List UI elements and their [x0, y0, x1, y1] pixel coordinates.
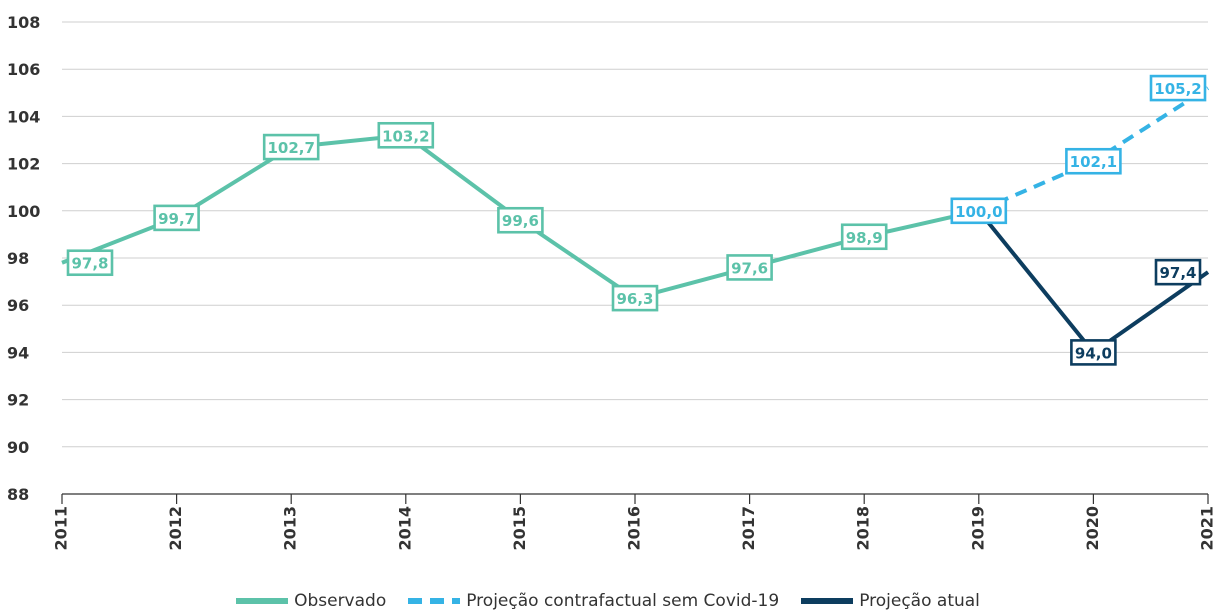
- data-label-0-3: 103,2: [377, 121, 435, 149]
- data-label-0-1: 99,7: [153, 204, 200, 232]
- data-label-box: [840, 223, 888, 251]
- line-chart: 88 90 92 94 96 98 100 102 104 106 108 2011 2012 2013…: [7, 13, 1216, 551]
- data-label-0-5: 96,3: [611, 284, 659, 312]
- series-lines: [61, 86, 1210, 355]
- x-axis: 2011 2012 2013 2014 2015 2016 2017 2018 2019 2020…: [52, 493, 1216, 551]
- data-label-2-2: 97,4: [1154, 258, 1202, 286]
- data-label-0-6: 97,6: [726, 254, 773, 281]
- data-label-1-2: 105,2: [1149, 74, 1207, 102]
- x-tick-label-2011: 2011: [52, 506, 71, 551]
- data-label-1-1: 102,1: [1065, 147, 1122, 175]
- y-tick-label-106: 106: [7, 60, 40, 79]
- data-label-box: [1149, 74, 1207, 102]
- data-label-box: [726, 254, 773, 281]
- legend-label-projecao-atual: Projeção atual: [859, 591, 980, 611]
- x-tick-label-2019: 2019: [968, 506, 987, 551]
- legend-item-contrafactual: Projeção contrafactual sem Covid-19: [408, 591, 779, 611]
- y-tick-label-88: 88: [7, 485, 29, 504]
- data-label-text: 99,6: [502, 212, 539, 230]
- x-tick-label-2013: 2013: [281, 506, 300, 551]
- data-label-box: [1065, 147, 1122, 175]
- x-tick-label-2016: 2016: [625, 506, 644, 551]
- data-label-2-1: 94,0: [1070, 339, 1117, 366]
- legend: Observado Projeção contrafactual sem Cov…: [0, 590, 1216, 612]
- legend-swatch-contrafactual: [408, 598, 461, 604]
- x-tick-label-2021: 2021: [1198, 506, 1216, 551]
- legend-swatch-projecao-atual: [801, 598, 854, 604]
- y-tick-label-108: 108: [7, 13, 40, 32]
- data-label-box: [1154, 258, 1202, 286]
- x-tick-label-2017: 2017: [739, 506, 758, 551]
- gridlines: [62, 21, 1208, 448]
- x-tick-label-2018: 2018: [854, 506, 873, 551]
- data-label-text: 105,2: [1154, 80, 1201, 98]
- y-tick-label-90: 90: [7, 438, 29, 457]
- y-tick-label-104: 104: [7, 107, 40, 126]
- data-label-box: [66, 249, 114, 277]
- x-tick-label-2014: 2014: [395, 506, 414, 551]
- data-label-box: [950, 197, 1008, 225]
- legend-item-projecao-atual: Projeção atual: [801, 591, 980, 611]
- data-label-text: 97,6: [731, 259, 768, 277]
- x-tick-label-2012: 2012: [166, 506, 185, 551]
- data-label-text: 102,7: [267, 139, 314, 157]
- data-label-text: 99,7: [158, 210, 195, 228]
- data-label-0-0: 97,8: [66, 249, 114, 277]
- data-label-box: [497, 206, 544, 234]
- data-label-box: [262, 133, 320, 161]
- data-label-text: 103,2: [382, 127, 429, 145]
- x-tick-label-2020: 2020: [1083, 506, 1102, 551]
- data-label-box: [611, 284, 659, 312]
- data-label-0-4: 99,6: [497, 206, 544, 234]
- legend-label-contrafactual: Projeção contrafactual sem Covid-19: [466, 591, 780, 611]
- data-label-box: [377, 121, 435, 149]
- data-label-text: 94,0: [1075, 344, 1112, 362]
- data-label-1-0: 100,0: [950, 197, 1008, 225]
- legend-label-observado: Observado: [294, 591, 387, 611]
- data-label-text: 96,3: [616, 290, 653, 308]
- y-tick-label-100: 100: [7, 202, 40, 221]
- data-label-text: 98,9: [846, 229, 883, 247]
- data-label-0-7: 98,9: [840, 223, 888, 251]
- y-tick-label-98: 98: [7, 249, 29, 268]
- legend-swatch-observado: [236, 598, 289, 604]
- y-tick-label-94: 94: [7, 343, 29, 362]
- data-label-0-2: 102,7: [262, 133, 320, 161]
- data-label-box: [1070, 339, 1117, 366]
- y-axis-ticks: 88 90 92 94 96 98 100 102 104 106 108: [7, 13, 40, 504]
- data-label-text: 100,0: [955, 203, 1002, 221]
- data-label-text: 97,4: [1159, 264, 1196, 282]
- data-labels: 97,8 99,7 102,7 103,2 99,6 96,3 97,6 98,9 100,0 1…: [66, 74, 1207, 366]
- legend-item-observado: Observado: [236, 591, 386, 611]
- data-label-text: 97,8: [71, 255, 108, 273]
- data-label-text: 102,1: [1070, 153, 1117, 171]
- y-tick-label-102: 102: [7, 155, 40, 174]
- data-label-box: [153, 204, 200, 232]
- y-tick-label-92: 92: [7, 391, 29, 410]
- x-tick-label-2015: 2015: [510, 506, 529, 551]
- y-tick-label-96: 96: [7, 296, 29, 315]
